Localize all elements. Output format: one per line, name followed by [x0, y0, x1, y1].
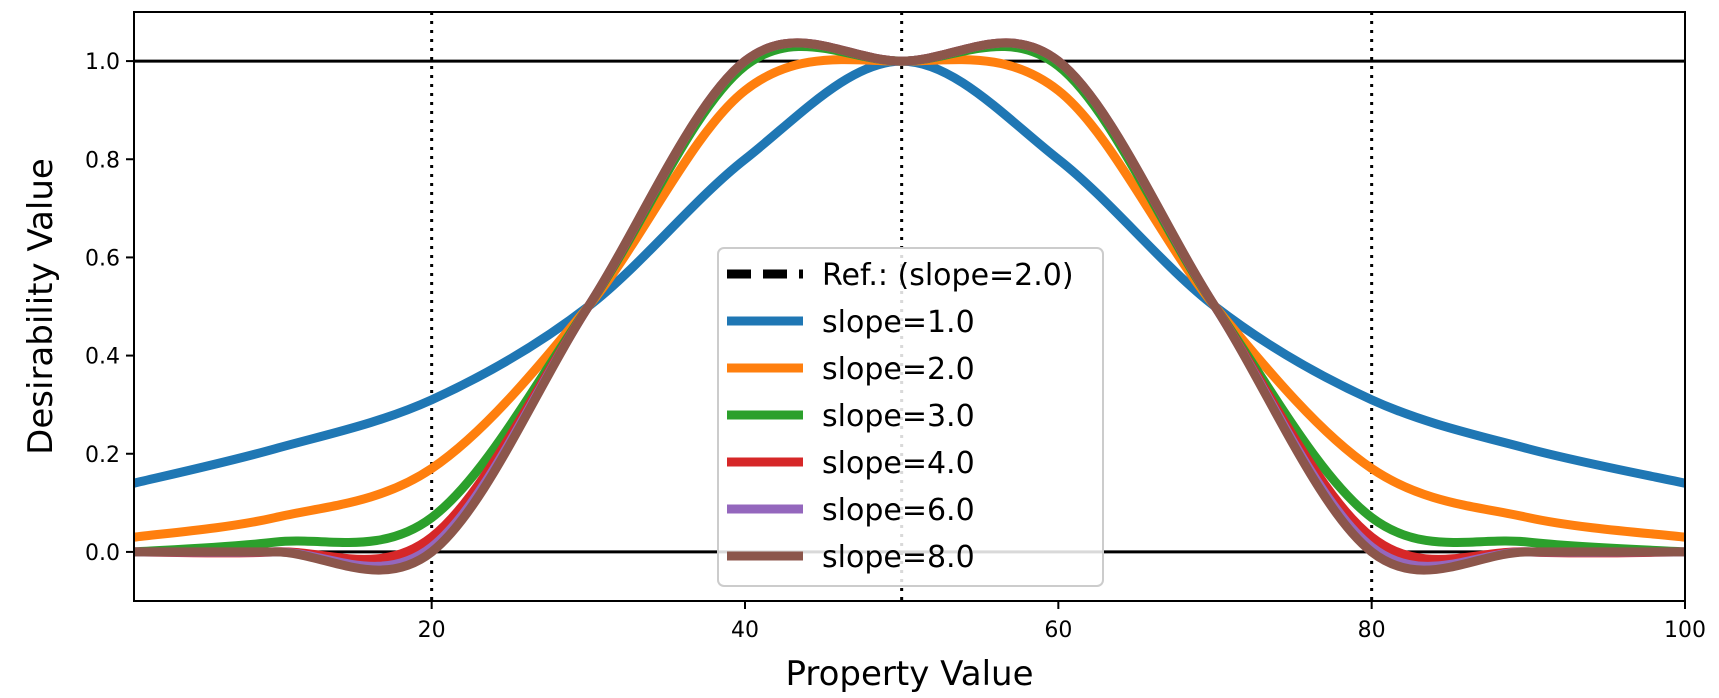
legend-label-0: slope=1.0 — [822, 305, 975, 340]
x-tick-label: 60 — [1044, 618, 1072, 643]
legend-label-4: slope=6.0 — [822, 493, 975, 528]
x-tick-label: 40 — [731, 618, 759, 643]
legend-label-3: slope=4.0 — [822, 446, 975, 481]
legend-box — [717, 247, 1104, 587]
x-axis-ticks: 20 40 60 80 100 — [418, 601, 1706, 643]
y-tick-label: 0.2 — [85, 443, 120, 468]
plot-frame — [133, 11, 1686, 602]
x-axis-label: Property Value — [785, 654, 1033, 694]
y-axis-label: Desirability Value — [21, 158, 61, 455]
y-tick-label: 1.0 — [85, 50, 120, 75]
legend-label-5: slope=8.0 — [822, 540, 975, 575]
series-layer — [132, 38, 1686, 575]
x-tick-label: 20 — [418, 618, 446, 643]
y-axis-ticks: 0.0 0.2 0.4 0.6 0.8 1.0 — [85, 50, 134, 566]
y-tick-label: 0.0 — [85, 541, 120, 566]
legend-ref-label: Ref.: (slope=2.0) — [822, 258, 1074, 293]
legend: Ref.: (slope=2.0) slope=1.0 slope=2.0 slope… — [717, 247, 1104, 587]
x-tick-label: 100 — [1664, 618, 1706, 643]
y-tick-label: 0.4 — [85, 345, 120, 370]
x-tick-label: 80 — [1358, 618, 1386, 643]
y-tick-label: 0.6 — [85, 246, 120, 271]
legend-label-1: slope=2.0 — [822, 352, 975, 387]
series-line-5 — [134, 38, 1685, 575]
legend-label-2: slope=3.0 — [822, 399, 975, 434]
y-tick-label: 0.8 — [85, 148, 120, 173]
